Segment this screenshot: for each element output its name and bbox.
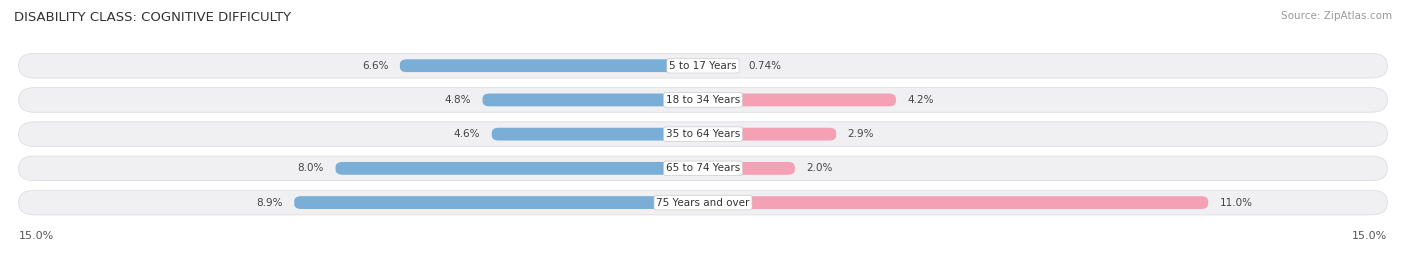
Text: 4.6%: 4.6%	[454, 129, 481, 139]
FancyBboxPatch shape	[399, 59, 703, 72]
FancyBboxPatch shape	[703, 162, 794, 175]
Text: Source: ZipAtlas.com: Source: ZipAtlas.com	[1281, 11, 1392, 21]
FancyBboxPatch shape	[18, 87, 1388, 112]
FancyBboxPatch shape	[703, 128, 837, 141]
Text: 2.9%: 2.9%	[848, 129, 875, 139]
FancyBboxPatch shape	[336, 162, 703, 175]
FancyBboxPatch shape	[18, 190, 1388, 215]
Text: 2.0%: 2.0%	[807, 163, 832, 173]
FancyBboxPatch shape	[18, 122, 1388, 146]
Text: 0.74%: 0.74%	[748, 61, 782, 71]
Text: 8.9%: 8.9%	[256, 198, 283, 208]
Text: 35 to 64 Years: 35 to 64 Years	[666, 129, 740, 139]
Text: 6.6%: 6.6%	[361, 61, 388, 71]
FancyBboxPatch shape	[703, 196, 1208, 209]
Text: 15.0%: 15.0%	[1353, 231, 1388, 241]
Text: 5 to 17 Years: 5 to 17 Years	[669, 61, 737, 71]
Text: 18 to 34 Years: 18 to 34 Years	[666, 95, 740, 105]
Legend: Male, Female: Male, Female	[634, 266, 772, 270]
FancyBboxPatch shape	[482, 93, 703, 106]
FancyBboxPatch shape	[703, 93, 896, 106]
Text: 8.0%: 8.0%	[298, 163, 323, 173]
Text: 4.2%: 4.2%	[907, 95, 934, 105]
Text: 15.0%: 15.0%	[18, 231, 53, 241]
FancyBboxPatch shape	[294, 196, 703, 209]
FancyBboxPatch shape	[492, 128, 703, 141]
Text: 75 Years and over: 75 Years and over	[657, 198, 749, 208]
Text: 11.0%: 11.0%	[1219, 198, 1253, 208]
Text: 4.8%: 4.8%	[444, 95, 471, 105]
FancyBboxPatch shape	[18, 53, 1388, 78]
FancyBboxPatch shape	[703, 59, 737, 72]
Text: DISABILITY CLASS: COGNITIVE DIFFICULTY: DISABILITY CLASS: COGNITIVE DIFFICULTY	[14, 11, 291, 24]
FancyBboxPatch shape	[18, 156, 1388, 181]
Text: 65 to 74 Years: 65 to 74 Years	[666, 163, 740, 173]
